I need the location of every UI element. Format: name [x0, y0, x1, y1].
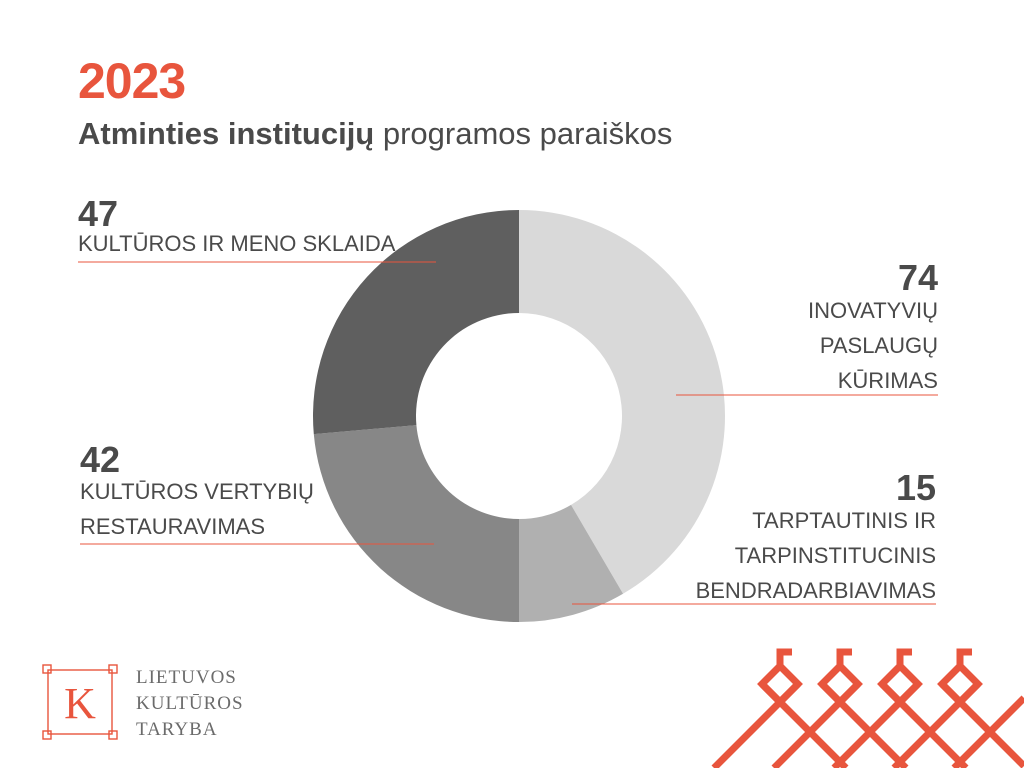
category-label-inovatyviu: INOVATYVIŲ PASLAUGŲ KŪRIMAS: [808, 293, 938, 398]
category-label-line: INOVATYVIŲ: [808, 298, 938, 323]
donut-slices: [313, 210, 725, 622]
category-label-line: KULTŪROS VERTYBIŲ: [80, 479, 314, 504]
value-label-tarptautinis: 15: [895, 467, 936, 508]
donut-slice-inovatyviu: [519, 210, 725, 594]
logo-line: LIETUVOS: [136, 667, 237, 688]
ornament-pattern-icon: [711, 648, 1024, 768]
category-label-vertybiu: KULTŪROS VERTYBIŲ RESTAURAVIMAS: [80, 474, 314, 544]
year-heading: 2023: [78, 53, 186, 109]
logo-line: KULTŪROS: [136, 693, 244, 714]
category-label-sklaida: KULTŪROS IR MENO SKLAIDA: [78, 226, 395, 261]
subtitle-light: programos paraiškos: [374, 116, 673, 151]
category-label-line: TARPINSTITUCINIS: [734, 543, 936, 568]
subtitle-bold: Atminties institucijų: [78, 116, 375, 151]
chart-subtitle: Atminties institucijų programos paraiško…: [78, 116, 672, 152]
logo-letter: K: [64, 679, 96, 728]
value-label-inovatyviu: 74: [897, 257, 938, 298]
value-label-vertybiu: 42: [80, 439, 121, 480]
category-label-line: PASLAUGŲ: [819, 333, 938, 358]
donut-slice-sklaida: [313, 210, 519, 435]
category-label-line: KŪRIMAS: [837, 368, 938, 393]
lkt-logo-icon: K: [42, 664, 118, 740]
category-label-line: KULTŪROS IR MENO SKLAIDA: [78, 231, 396, 256]
category-label-line: RESTAURAVIMAS: [80, 514, 265, 539]
category-label-line: TARPTAUTINIS IR: [752, 508, 936, 533]
category-label-tarptautinis: TARPTAUTINIS IR TARPINSTITUCINIS BENDRAD…: [696, 503, 936, 608]
logo-line: TARYBA: [136, 719, 218, 740]
leader-lines: [78, 261, 938, 605]
category-label-line: BENDRADARBIAVIMAS: [695, 578, 936, 603]
donut-slice-vertybiu: [313, 425, 519, 622]
value-label-sklaida: 47: [78, 193, 119, 234]
donut-slice-tarptautinis: [519, 504, 624, 622]
logo-text: LIETUVOS KULTŪROS TARYBA: [136, 665, 244, 743]
